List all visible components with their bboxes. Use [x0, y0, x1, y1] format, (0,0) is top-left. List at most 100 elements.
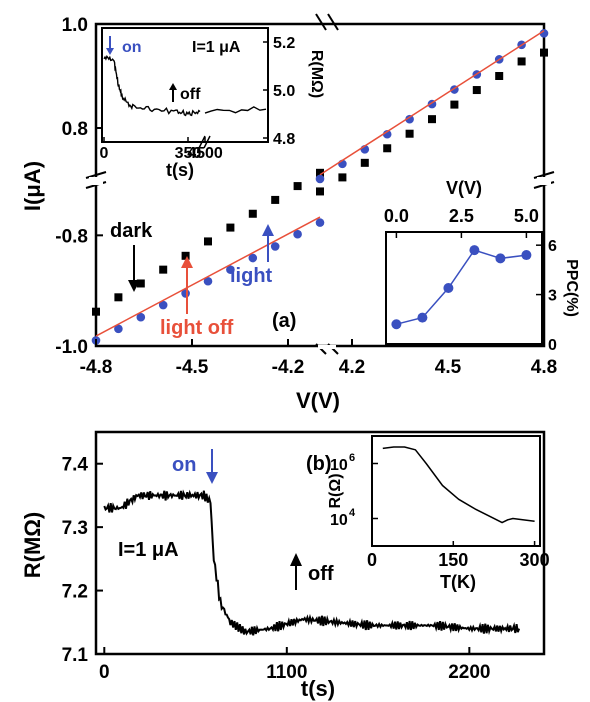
- inset-top-on: on: [122, 39, 142, 56]
- inset-top-break-a: [198, 135, 206, 149]
- point-light-left-8: [270, 242, 280, 251]
- point-dark-right-4: [405, 129, 414, 138]
- panel-b-ylabel: R(MΩ): [20, 512, 45, 579]
- point-dark-left-2: [136, 279, 145, 288]
- point-dark-right-1: [338, 173, 347, 182]
- inset-ppc-ytick-label-0: 0: [548, 337, 557, 354]
- inset-b-xlabel: T(K): [440, 572, 476, 592]
- inset-top-break-b: [203, 135, 211, 149]
- point-dark-right-3: [383, 144, 392, 153]
- inset-b-xtick-label-0: 0: [367, 550, 377, 570]
- panel-b-xtick-label-2: 2200: [448, 662, 490, 683]
- annotation-light: light: [230, 265, 273, 287]
- inset-ppc-point-1: [417, 312, 428, 323]
- inset-ppc-xtick-label-0: 0.0: [384, 206, 409, 226]
- inset-ppc-point-4: [495, 253, 506, 264]
- inset-ppc-point-3: [469, 245, 480, 256]
- arrow-light-off-head: [181, 256, 193, 268]
- inset-b-xtick-label-2: 300: [520, 550, 550, 570]
- xtick-label-right-0: 4.2: [339, 357, 365, 378]
- inset-ppc-xtick-label-2: 5.0: [514, 206, 539, 226]
- inset-top-current: I=1 μA: [192, 39, 241, 56]
- point-dark-right-9: [517, 57, 526, 66]
- point-light-left-6: [226, 265, 235, 274]
- inset-b-ytick-hi: 10: [330, 457, 348, 474]
- panel-b-ytick-label-3: 7.4: [62, 455, 89, 476]
- inset-ppc-xlabel: V(V): [446, 178, 482, 198]
- point-light-left-2: [136, 312, 146, 322]
- inset-ppc-point-5: [521, 250, 532, 261]
- point-dark-left-0: [92, 307, 100, 316]
- inset-ppc-point-0: [391, 319, 402, 330]
- inset-ppc-ylabel: PPC(%): [563, 259, 580, 317]
- inset-top-ytick-label-1: 5.0: [273, 83, 295, 100]
- point-dark-left-10: [316, 168, 324, 177]
- inset-ppc-data: [391, 245, 532, 330]
- panel-b-ytick-label-1: 7.2: [62, 582, 88, 603]
- inset-b-ticks: 0 150 300: [367, 462, 550, 570]
- inset-b-ytick-lo: 10: [330, 512, 348, 529]
- xtick-label-left-1: -4.5: [176, 357, 209, 378]
- point-dark-right-10: [540, 48, 548, 57]
- panel-b-xtick-label-0: 0: [99, 662, 110, 683]
- inset-top-xtick-label-0: 0: [100, 145, 109, 162]
- point-dark-left-9: [293, 182, 302, 191]
- panel-b-ytick-label-0: 7.1: [62, 645, 89, 666]
- inset-top-ytick-label-2: 5.2: [273, 35, 295, 52]
- inset-top-off: off: [180, 86, 201, 103]
- series-light-off-left: [95, 216, 321, 337]
- panel-b-label: (b): [306, 453, 332, 475]
- inset-b-xtick-label-1: 150: [438, 550, 468, 570]
- inset-ppc: 0.0 2.5 5.0 0 3 6 V(V) PPC(%): [384, 178, 580, 354]
- point-dark-left-4: [181, 251, 190, 260]
- series-light-off-right: [319, 30, 545, 176]
- inset-b-trace: [382, 446, 535, 524]
- point-light-left-9: [293, 229, 302, 239]
- point-light-left-5: [203, 276, 213, 286]
- panel-b-current: I=1 μA: [118, 539, 179, 561]
- inset-ppc-ticks: 0.0 2.5 5.0 0 3 6: [384, 206, 557, 354]
- arrow-dark-head: [128, 280, 140, 292]
- point-light-right-10: [539, 29, 549, 38]
- panel-a-xlabel: V(V): [296, 388, 340, 413]
- annotation-dark: dark: [110, 220, 153, 242]
- panel-a-ticks: -4.8 -4.5 -4.2 4.2 4.5 4.8 0.8 1.0 -0.8 -1.0: [55, 15, 557, 378]
- point-dark-right-7: [472, 86, 481, 95]
- inset-b-ytick-lo-exp: 4: [349, 507, 356, 519]
- panel-a-data: [91, 29, 549, 345]
- point-dark-right-0: [316, 187, 324, 196]
- point-light-left-3: [158, 300, 168, 310]
- panel-b-trace: [103, 489, 521, 636]
- ytick-label-bottom-1: -1.0: [55, 337, 88, 358]
- xtick-label-left-0: -4.8: [80, 357, 113, 378]
- panel-b-data: [103, 489, 521, 636]
- inset-top-data: [103, 55, 267, 117]
- inset-top-xlabel: t(s): [166, 160, 194, 180]
- xtick-label-left-2: -4.2: [272, 357, 305, 378]
- inset-b-ytick-hi-exp: 6: [349, 452, 355, 464]
- panel-b-xlabel: t(s): [301, 676, 335, 701]
- inset-top-ylabel: R(MΩ): [308, 50, 325, 98]
- panel-b-off: off: [308, 563, 334, 585]
- inset-b-ylabel: R(Ω): [327, 473, 344, 508]
- panel-a-ylabel: I(μA): [20, 161, 45, 211]
- point-dark-left-8: [271, 195, 280, 204]
- point-dark-right-6: [450, 100, 459, 109]
- inset-ppc-ytick-label-1: 3: [548, 288, 557, 305]
- inset-top-frame: [101, 27, 269, 143]
- point-dark-right-5: [428, 115, 436, 124]
- inset-top-xtick-label-2: 4500: [187, 145, 223, 162]
- panel-b-on: on: [172, 454, 196, 476]
- point-dark-right-2: [360, 158, 369, 167]
- inset-top-ytick-label-0: 4.8: [273, 131, 295, 148]
- inset-top-trace: [103, 55, 267, 117]
- annotation-light-off: light off: [160, 317, 234, 339]
- point-light-left-7: [248, 253, 258, 263]
- inset-ppc-ytick-label-2: 6: [548, 238, 557, 255]
- point-dark-right-8: [495, 72, 504, 80]
- panel-a: -4.8 -4.5 -4.2 4.2 4.5 4.8 0.8 1.0 -0.8 -1.0 V(V)…: [20, 13, 557, 413]
- panel-b-ytick-label-2: 7.3: [62, 518, 88, 539]
